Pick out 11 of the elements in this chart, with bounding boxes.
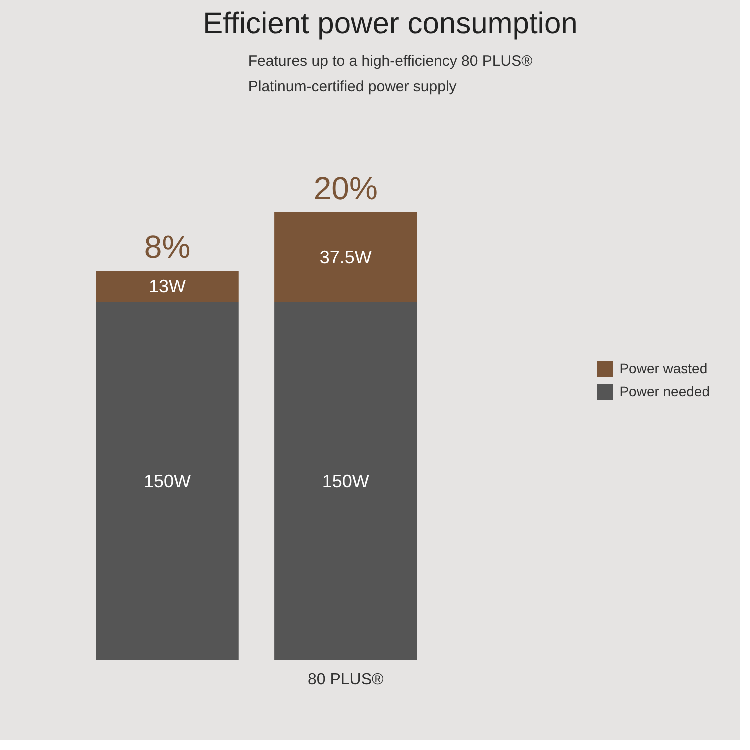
data-label: 150W: [322, 471, 370, 492]
data-label: 13W: [149, 276, 186, 297]
legend-label: Power wasted: [620, 360, 708, 376]
data-label: 37.5W: [320, 247, 372, 268]
legend-label: Power needed: [620, 384, 710, 400]
annotation: 20%: [314, 170, 378, 206]
data-label: 150W: [144, 471, 192, 492]
x-tick-label: 80 PLUS®: [308, 672, 384, 688]
annotation: 8%: [144, 229, 191, 266]
chart-title: Efficient power consumption: [203, 8, 578, 40]
chart-subtitle: Features up to a high-efficiency 80 PLUS® Platinum-certified power supply: [248, 53, 533, 96]
